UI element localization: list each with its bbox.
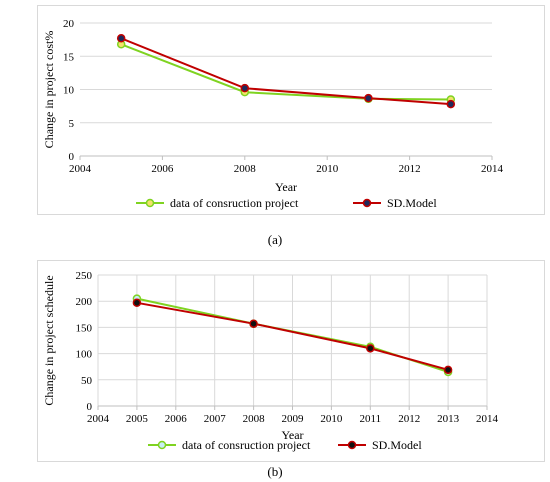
caption-b: (b) — [267, 464, 283, 479]
x-tick-label: 2009 — [282, 413, 305, 425]
x-tick-label: 2005 — [126, 413, 148, 425]
x-tick-label: 2008 — [243, 413, 266, 425]
y-tick-label: 0 — [69, 151, 75, 163]
data-point-series-2 — [446, 99, 456, 109]
chart-panel-schedule: 0 50 100 150 200 250 2004 2005 2006 2007 2008 2009 2… — [37, 260, 545, 462]
x-tick-label: 2010 — [320, 413, 343, 425]
x-tick-label: 2012 — [399, 163, 421, 175]
x-tick-label: 2006 — [151, 163, 174, 175]
chart-panel-cost: 0 5 10 15 20 2004 2006 2008 2010 2012 2014 Year Chan… — [37, 5, 545, 215]
x-axis-title: Year — [275, 180, 297, 194]
y-tick-label: 100 — [76, 349, 93, 361]
series-line-2 — [136, 301, 449, 371]
legend-marker-1 — [145, 198, 155, 208]
y-tick-label: 20 — [63, 18, 75, 30]
x-axis-title: Year — [281, 428, 303, 442]
x-tick-label: 2012 — [398, 413, 420, 425]
y-tick-label: 200 — [76, 296, 93, 308]
x-tick-label: 2006 — [165, 413, 188, 425]
y-tick-label: 5 — [69, 118, 75, 130]
data-point-series-2 — [443, 365, 453, 375]
data-point-series-2 — [364, 93, 373, 103]
x-tick-label: 2013 — [437, 413, 460, 425]
data-point-series-2 — [240, 83, 250, 93]
series-line-2 — [120, 37, 451, 106]
x-tick-label: 2004 — [69, 163, 92, 175]
legend-label-2: SD.Model — [387, 196, 437, 210]
x-tick-label: 2004 — [87, 413, 110, 425]
x-tick-label: 2008 — [234, 163, 256, 175]
caption-a: (a) — [267, 232, 283, 247]
x-tick-label: 2007 — [204, 413, 227, 425]
y-tick-label: 0 — [87, 401, 93, 413]
data-point-series-2 — [249, 319, 258, 328]
y-axis-title: Change in project cost% — [42, 31, 56, 149]
data-point-series-2 — [116, 34, 126, 43]
legend-marker-1 — [157, 440, 167, 450]
cost-chart: 0 5 10 15 20 2004 2006 2008 2010 2012 2014 Year Chan… — [42, 18, 504, 210]
y-axis-title: Change in project schedule — [42, 275, 56, 405]
legend-label-1: data of consruction project — [170, 196, 299, 210]
y-tick-label: 50 — [81, 375, 93, 387]
x-tick-label: 2011 — [360, 413, 382, 425]
legend-marker-2 — [362, 198, 372, 208]
legend-label-2: SD.Model — [372, 438, 422, 452]
x-tick-label: 2010 — [316, 163, 339, 175]
y-tick-label: 10 — [63, 85, 75, 97]
data-point-series-2 — [366, 344, 375, 353]
series-line-1 — [120, 43, 451, 101]
x-tick-label: 2014 — [481, 163, 504, 175]
y-tick-label: 15 — [63, 51, 75, 63]
legend-label-1: data of consruction project — [182, 438, 311, 452]
x-tick-label: 2014 — [476, 413, 499, 425]
y-tick-label: 150 — [76, 322, 93, 334]
data-point-series-2 — [132, 298, 142, 308]
y-tick-label: 250 — [76, 270, 93, 282]
schedule-chart: 0 50 100 150 200 250 2004 2005 2006 2007 2008 2009 2… — [42, 270, 499, 452]
legend-marker-2 — [347, 440, 357, 450]
